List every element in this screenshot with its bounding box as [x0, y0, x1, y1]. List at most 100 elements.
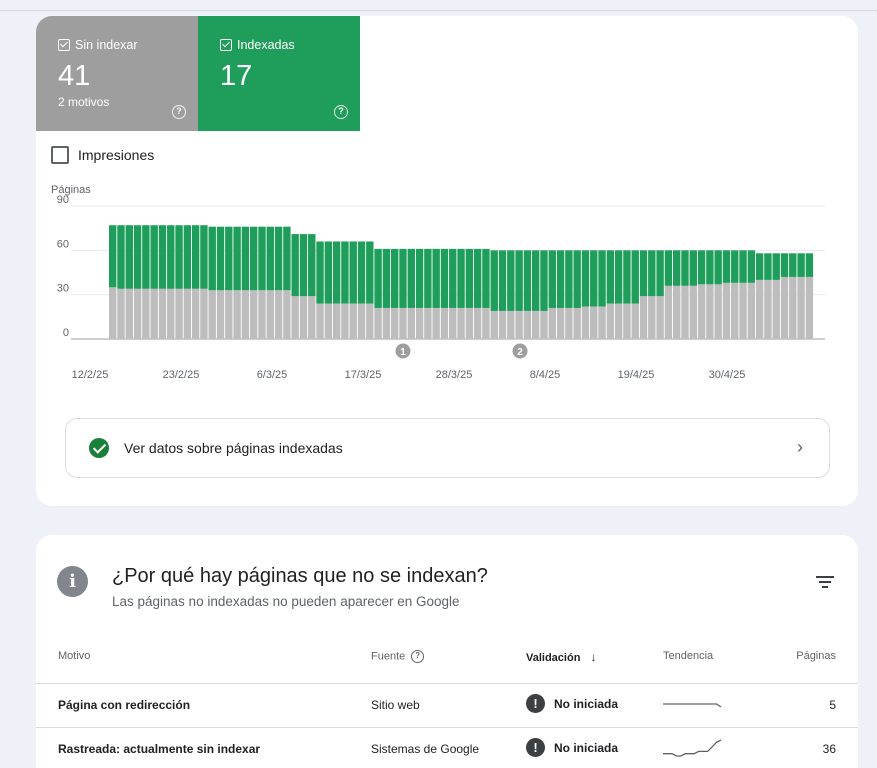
bar-not-indexed [780, 276, 789, 339]
reasons-title: ¿Por qué hay páginas que no se indexan? [112, 565, 488, 587]
column-motivo[interactable]: Motivo [58, 650, 91, 662]
bar-not-indexed [614, 303, 623, 339]
bar-not-indexed [167, 288, 175, 339]
bar-not-indexed [507, 310, 515, 339]
not-indexed-tile[interactable]: Sin indexar 41 2 motivos ? [36, 16, 198, 131]
filter-icon[interactable] [815, 576, 835, 590]
bar-indexed [308, 234, 316, 297]
trend-sparkline [663, 739, 722, 757]
bar-not-indexed [258, 290, 266, 339]
bar-not-indexed [158, 288, 167, 339]
column-validacion[interactable]: Validación ↓ [526, 650, 596, 664]
bar-indexed [208, 226, 216, 291]
bar-not-indexed [689, 285, 697, 339]
indexed-count: 17 [220, 60, 253, 92]
bar-not-indexed [316, 303, 324, 339]
bar-not-indexed [623, 303, 631, 339]
bar-not-indexed [465, 307, 474, 339]
top-divider [0, 10, 877, 11]
checkbox-unchecked-icon[interactable] [51, 146, 69, 164]
bar-not-indexed [274, 290, 283, 339]
bar-not-indexed [250, 290, 258, 339]
bar-not-indexed [241, 290, 250, 339]
bar-indexed [797, 253, 805, 277]
impressions-toggle[interactable]: Impresiones [51, 146, 154, 164]
bar-not-indexed [532, 310, 540, 339]
row-validacion: ! No iniciada [526, 694, 618, 713]
help-icon[interactable]: ? [334, 105, 348, 119]
row-validacion: ! No iniciada [526, 738, 618, 757]
bar-not-indexed [357, 303, 366, 339]
bar-not-indexed [150, 288, 158, 339]
bar-not-indexed [805, 276, 814, 339]
impressions-label: Impresiones [78, 147, 155, 163]
bar-indexed [722, 250, 731, 283]
bar-not-indexed [490, 310, 498, 339]
bar-not-indexed [440, 307, 449, 339]
not-indexed-reasons-card: i ¿Por qué hay páginas que no se indexan… [36, 535, 858, 768]
bar-indexed [167, 225, 175, 289]
alert-icon: ! [526, 694, 545, 713]
bar-indexed [349, 241, 357, 304]
row-motivo: Rastreada: actualmente sin indexar [58, 742, 261, 756]
bar-not-indexed [556, 307, 565, 339]
bar-not-indexed [324, 303, 333, 339]
not-indexed-reasons: 2 motivos [58, 95, 110, 109]
bar-indexed [299, 234, 308, 297]
table-row[interactable]: Rastreada: actualmente sin indexar Siste… [36, 727, 858, 768]
bar-indexed [125, 225, 133, 289]
bar-not-indexed [366, 303, 374, 339]
bar-indexed [598, 250, 606, 307]
annotation-marker [395, 343, 411, 359]
bar-not-indexed [415, 307, 424, 339]
bar-not-indexed [639, 296, 648, 339]
bar-not-indexed [590, 306, 598, 339]
indexed-tile[interactable]: Indexadas 17 ? [198, 16, 360, 131]
bar-not-indexed [540, 310, 548, 339]
bar-indexed [780, 253, 789, 277]
table-row[interactable]: Página con redirección Sitio web ! No in… [36, 683, 858, 727]
bar-not-indexed [117, 288, 125, 339]
bar-not-indexed [225, 290, 233, 339]
checkbox-checked-icon[interactable] [58, 39, 70, 51]
bar-indexed [498, 250, 507, 311]
bar-not-indexed [681, 285, 689, 339]
bar-indexed [631, 250, 639, 304]
bar-indexed [191, 225, 200, 289]
view-indexed-pages-link[interactable]: Ver datos sobre páginas indexadas › [65, 418, 830, 478]
bar-indexed [556, 250, 565, 308]
reasons-subtitle: Las páginas no indexadas no pueden apare… [112, 594, 460, 609]
bar-not-indexed [142, 288, 150, 339]
bar-indexed [117, 225, 125, 289]
bar-indexed [772, 253, 780, 280]
bar-not-indexed [656, 296, 664, 339]
bar-indexed [681, 250, 689, 286]
bar-indexed [316, 241, 324, 304]
bar-indexed [747, 250, 756, 283]
bar-not-indexed [299, 296, 308, 339]
bar-indexed [266, 226, 274, 291]
checkbox-checked-icon[interactable] [220, 39, 232, 51]
bar-not-indexed [739, 282, 747, 339]
bar-not-indexed [449, 307, 457, 339]
column-fuente[interactable]: Fuente? [371, 650, 425, 663]
bar-not-indexed [789, 276, 797, 339]
bar-indexed [274, 226, 283, 291]
row-paginas: 5 [829, 698, 836, 712]
bar-indexed [739, 250, 747, 283]
bar-indexed [764, 253, 772, 280]
bar-indexed [606, 250, 615, 304]
bar-not-indexed [424, 307, 432, 339]
help-icon[interactable]: ? [411, 650, 425, 663]
bar-indexed [324, 241, 333, 304]
bar-not-indexed [797, 276, 805, 339]
annotation-label: 1 [400, 347, 406, 358]
bar-indexed [697, 250, 706, 285]
not-indexed-label: Sin indexar [75, 38, 138, 52]
not-indexed-count: 41 [58, 60, 91, 92]
bar-not-indexed [266, 290, 274, 339]
bar-not-indexed [764, 279, 772, 339]
help-icon[interactable]: ? [172, 105, 186, 119]
bar-not-indexed [308, 296, 316, 339]
column-paginas[interactable]: Páginas [796, 650, 836, 662]
